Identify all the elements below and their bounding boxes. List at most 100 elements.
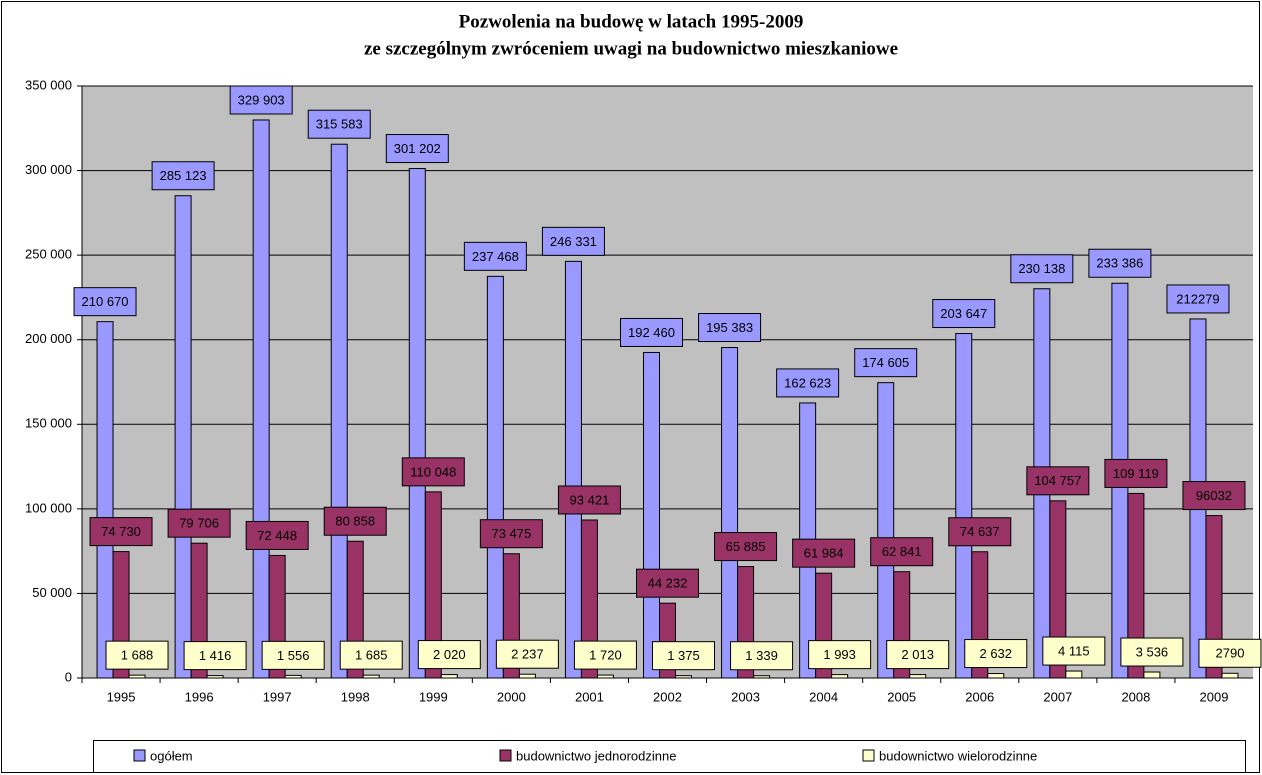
data-label-box — [245, 520, 309, 550]
bar — [206, 675, 224, 679]
data-label: 110 048 — [410, 464, 456, 479]
bar — [955, 333, 973, 679]
data-label-box — [652, 641, 715, 671]
data-label: 315 583 — [316, 117, 363, 132]
data-label-box — [73, 287, 137, 317]
data-label: 162 623 — [784, 375, 831, 390]
data-label: 93 421 — [570, 492, 610, 507]
data-label: 195 383 — [706, 320, 753, 335]
data-label: 1 416 — [199, 648, 232, 663]
data-label: 79 706 — [179, 516, 219, 531]
legend-label: budownictwo wielorodzinne — [879, 748, 1037, 763]
data-label-box — [1088, 248, 1152, 278]
data-label-box — [1198, 638, 1262, 668]
data-label: 212279 — [1176, 291, 1219, 306]
bar — [128, 674, 146, 679]
data-label-box — [1010, 254, 1074, 284]
bar — [643, 351, 660, 679]
data-label: 96032 — [1196, 488, 1232, 503]
data-label-box — [948, 517, 1012, 547]
data-label-box — [714, 532, 778, 562]
bar — [564, 260, 582, 679]
data-label-box — [495, 639, 559, 669]
bar — [362, 674, 380, 679]
data-label: 72 448 — [257, 528, 297, 543]
data-label: 2 013 — [901, 647, 934, 662]
bar — [174, 195, 192, 679]
x-tick-label: 2009 — [1200, 689, 1229, 704]
data-label: 62 841 — [882, 544, 922, 559]
data-label-box — [1026, 466, 1090, 496]
y-tick-label: 50 000 — [32, 585, 72, 600]
data-label: 192 460 — [628, 325, 675, 340]
data-label: 210 670 — [82, 294, 129, 309]
x-tick-label: 1997 — [263, 689, 292, 704]
x-tick-label: 2008 — [1121, 689, 1150, 704]
data-label: 1 685 — [355, 648, 388, 663]
data-label: 80 858 — [335, 514, 375, 529]
data-label: 285 123 — [160, 168, 207, 183]
data-label-box — [89, 517, 153, 547]
data-label: 1 720 — [589, 648, 622, 663]
data-label: 74 637 — [960, 524, 1000, 539]
data-label: 1 993 — [823, 647, 856, 662]
bar — [909, 674, 927, 679]
data-label-box — [1120, 637, 1184, 667]
data-label: 4 115 — [1058, 643, 1090, 658]
data-label: 104 757 — [1034, 473, 1081, 488]
y-tick-label: 300 000 — [25, 162, 72, 177]
bar — [330, 143, 348, 679]
y-tick-label: 0 — [65, 669, 72, 684]
data-label-box — [479, 519, 543, 549]
y-tick-label: 250 000 — [25, 247, 72, 262]
y-tick-label: 200 000 — [25, 331, 72, 346]
bar — [1065, 670, 1083, 679]
data-label-box — [557, 485, 621, 515]
data-label: 230 138 — [1018, 261, 1065, 276]
x-tick-label: 2003 — [731, 689, 760, 704]
data-label-box — [573, 640, 637, 670]
bar — [831, 674, 849, 679]
bar — [408, 168, 426, 679]
bar — [1205, 515, 1223, 679]
data-label-box — [307, 109, 371, 139]
data-label-box — [792, 538, 856, 568]
data-label: 61 984 — [804, 546, 844, 561]
data-label-box — [385, 134, 449, 164]
data-label-box — [417, 640, 481, 670]
data-label-box — [1166, 284, 1230, 314]
data-label: 1 556 — [277, 648, 310, 663]
bar — [596, 674, 614, 679]
bar — [1221, 672, 1239, 679]
data-label: 73 475 — [491, 526, 531, 541]
chart-subtitle: ze szczególnym zwróceniem uwagi na budow… — [364, 38, 898, 59]
data-label: 174 605 — [862, 355, 909, 370]
legend-swatch — [862, 749, 875, 762]
bar — [96, 321, 114, 679]
data-label-box — [870, 537, 934, 567]
data-label-box — [776, 368, 840, 398]
data-label: 109 119 — [1113, 466, 1159, 481]
data-label: 329 903 — [238, 92, 285, 107]
bar — [580, 519, 598, 679]
data-label: 44 232 — [648, 576, 688, 591]
data-label: 203 647 — [940, 306, 987, 321]
data-label: 237 468 — [472, 249, 519, 264]
bar — [1049, 500, 1067, 679]
legend-label: budownictwo jednorodzinne — [516, 748, 676, 763]
bar — [1127, 492, 1145, 679]
data-label-box — [730, 641, 794, 671]
legend-swatch — [133, 749, 146, 762]
data-label: 3 536 — [1136, 644, 1169, 659]
data-label-box — [323, 506, 387, 536]
data-label-box — [401, 457, 465, 487]
bar — [753, 675, 771, 679]
data-label: 2 020 — [433, 647, 466, 662]
data-label-box — [229, 85, 293, 115]
y-tick-label: 150 000 — [25, 416, 72, 431]
bar — [1143, 671, 1161, 679]
data-label-box — [105, 640, 169, 670]
data-label-box — [698, 313, 762, 343]
bar — [877, 382, 895, 679]
